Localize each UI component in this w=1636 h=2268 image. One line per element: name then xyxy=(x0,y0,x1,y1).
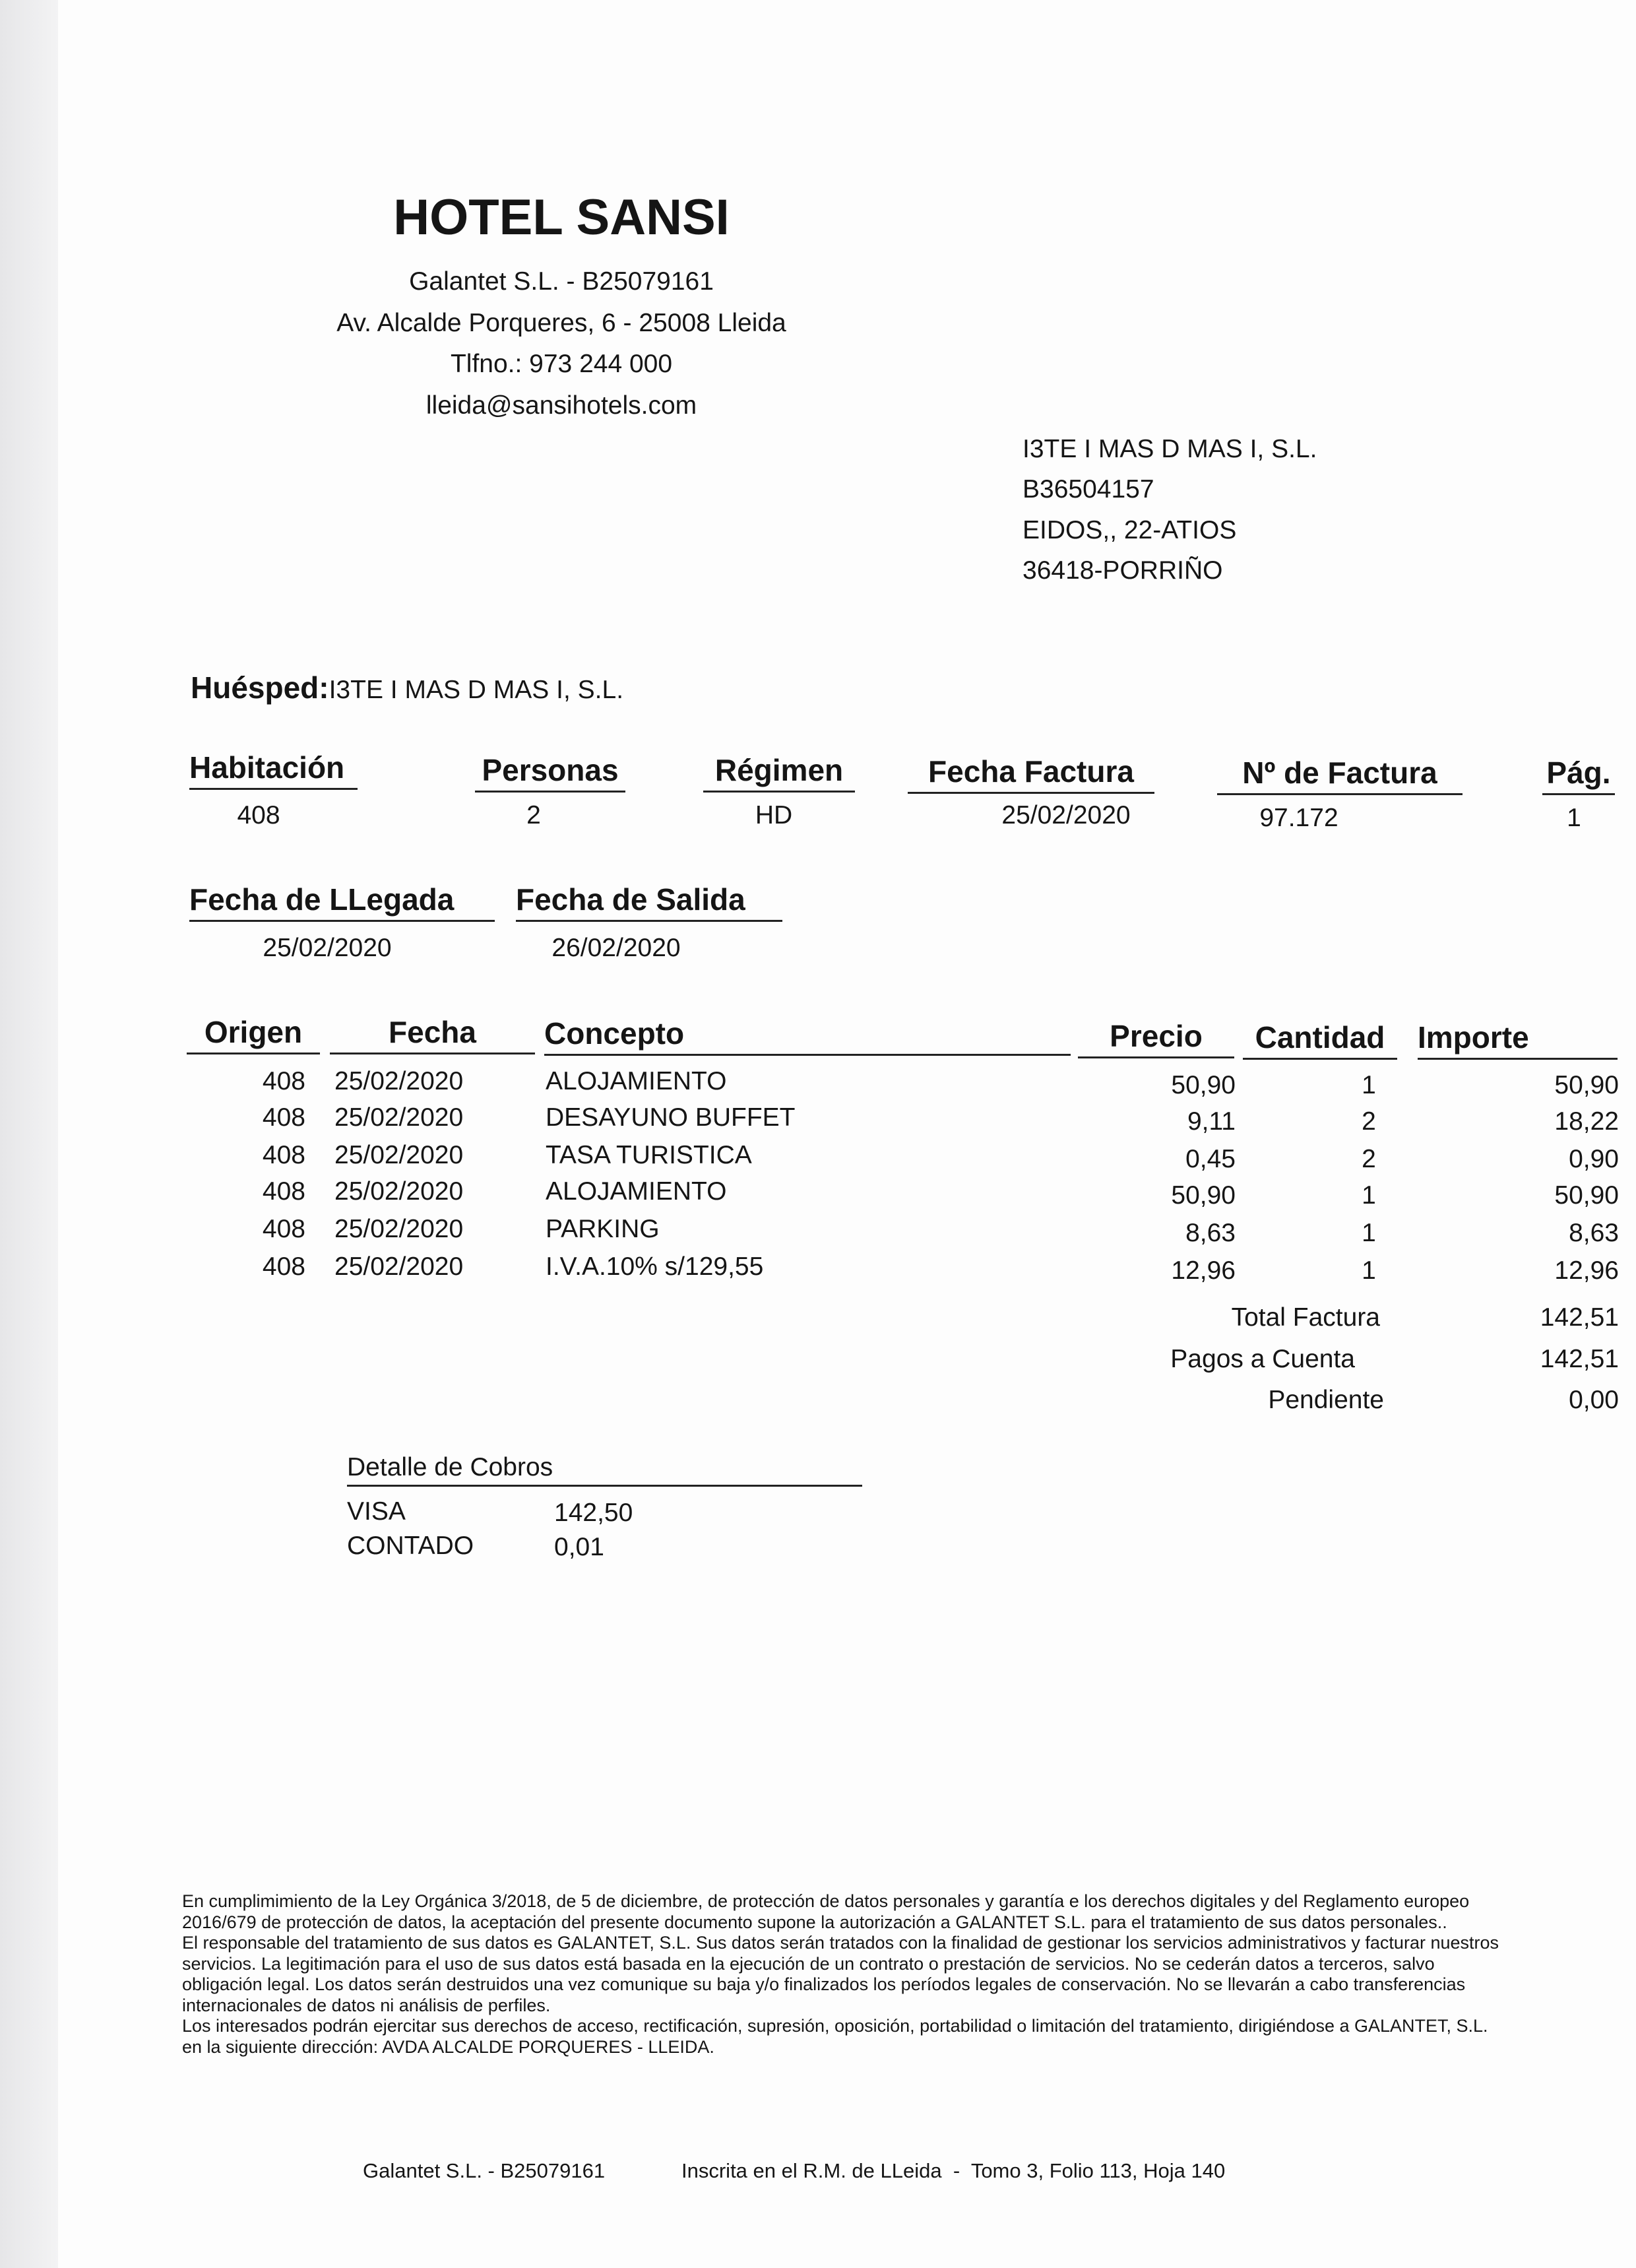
total-factura-value: 142,51 xyxy=(1540,1303,1619,1332)
guest-value: I3TE I MAS D MAS I, S.L. xyxy=(329,676,624,704)
client-tax-id: B36504157 xyxy=(1022,475,1154,503)
row-importe: 50,90 xyxy=(1554,1071,1619,1099)
num-factura-value: 97.172 xyxy=(1259,804,1338,832)
row-concepto: ALOJAMIENTO xyxy=(546,1067,727,1095)
row-origen: 408 xyxy=(262,1141,305,1169)
row-cantidad: 2 xyxy=(1362,1145,1376,1173)
col-concepto: Concepto xyxy=(544,1016,1071,1056)
col-origen: Origen xyxy=(187,1014,320,1054)
client-name: I3TE I MAS D MAS I, S.L. xyxy=(1022,435,1317,463)
cobro-amount: 0,01 xyxy=(554,1533,604,1561)
row-precio: 50,90 xyxy=(1171,1181,1236,1210)
cobro-method: CONTADO xyxy=(347,1532,474,1560)
row-fecha: 25/02/2020 xyxy=(334,1103,464,1132)
hotel-email: lleida@sansihotels.com xyxy=(425,391,697,420)
col-precio: Precio xyxy=(1078,1018,1234,1058)
row-importe: 18,22 xyxy=(1554,1107,1619,1136)
footer-registry: Inscrita en el R.M. de LLeida - Tomo 3, … xyxy=(681,2159,1226,2182)
row-cantidad: 2 xyxy=(1362,1107,1376,1136)
hotel-company: Galantet S.L. - B25079161 xyxy=(409,267,714,296)
hotel-name: HOTEL SANSI xyxy=(393,189,730,245)
footer-company: Galantet S.L. - B25079161 xyxy=(363,2159,606,2182)
row-fecha: 25/02/2020 xyxy=(334,1141,464,1169)
row-concepto: DESAYUNO BUFFET xyxy=(546,1103,796,1132)
col-cantidad: Cantidad xyxy=(1243,1020,1397,1060)
cobro-method: VISA xyxy=(347,1497,406,1526)
row-fecha: 25/02/2020 xyxy=(334,1067,464,1095)
row-cantidad: 1 xyxy=(1362,1256,1376,1285)
total-factura-label: Total Factura xyxy=(1231,1303,1380,1332)
personas-value: 2 xyxy=(526,801,541,829)
row-origen: 408 xyxy=(262,1252,305,1281)
row-importe: 50,90 xyxy=(1554,1181,1619,1210)
habitacion-value: 408 xyxy=(237,801,280,829)
pendiente-value: 0,00 xyxy=(1569,1386,1619,1414)
llegada-value: 25/02/2020 xyxy=(263,934,392,962)
row-precio: 12,96 xyxy=(1171,1256,1236,1285)
hotel-phone: Tlfno.: 973 244 000 xyxy=(450,350,673,378)
scan-edge xyxy=(0,0,58,2268)
col-fecha: Fecha xyxy=(330,1014,535,1054)
row-fecha: 25/02/2020 xyxy=(334,1252,464,1281)
habitacion-label: Habitación xyxy=(189,750,358,790)
client-city: 36418-PORRIÑO xyxy=(1022,556,1223,585)
guest-label: Huésped: xyxy=(191,670,329,705)
row-concepto: PARKING xyxy=(546,1215,660,1243)
llegada-label: Fecha de LLegada xyxy=(189,882,495,922)
fecha-factura-label: Fecha Factura xyxy=(908,754,1154,794)
client-street: EIDOS,, 22-ATIOS xyxy=(1022,516,1237,544)
row-cantidad: 1 xyxy=(1362,1219,1376,1247)
pagos-cuenta-value: 142,51 xyxy=(1540,1345,1619,1373)
row-fecha: 25/02/2020 xyxy=(334,1177,464,1206)
personas-label: Personas xyxy=(475,752,625,793)
col-importe: Importe xyxy=(1418,1020,1618,1060)
num-factura-label: Nº de Factura xyxy=(1217,755,1463,795)
pag-value: 1 xyxy=(1567,804,1581,832)
row-concepto: TASA TURISTICA xyxy=(546,1141,752,1169)
regimen-value: HD xyxy=(755,801,793,829)
cobros-title: Detalle de Cobros xyxy=(347,1453,862,1487)
cobro-amount: 142,50 xyxy=(554,1499,633,1527)
row-precio: 50,90 xyxy=(1171,1071,1236,1099)
hotel-address: Av. Alcalde Porqueres, 6 - 25008 Lleida xyxy=(336,309,786,337)
row-cantidad: 1 xyxy=(1362,1071,1376,1099)
row-concepto: I.V.A.10% s/129,55 xyxy=(546,1252,764,1281)
salida-label: Fecha de Salida xyxy=(516,882,782,922)
row-importe: 12,96 xyxy=(1554,1256,1619,1285)
row-fecha: 25/02/2020 xyxy=(334,1215,464,1243)
regimen-label: Régimen xyxy=(703,752,855,793)
row-precio: 0,45 xyxy=(1185,1145,1236,1173)
pag-label: Pág. xyxy=(1542,755,1615,795)
row-origen: 408 xyxy=(262,1067,305,1095)
pendiente-label: Pendiente xyxy=(1268,1386,1384,1414)
salida-value: 26/02/2020 xyxy=(551,934,681,962)
row-concepto: ALOJAMIENTO xyxy=(546,1177,727,1206)
guest-line: Huésped:I3TE I MAS D MAS I, S.L. xyxy=(191,670,623,705)
fecha-factura-value: 25/02/2020 xyxy=(1001,801,1131,829)
pagos-cuenta-label: Pagos a Cuenta xyxy=(1170,1345,1355,1373)
row-precio: 8,63 xyxy=(1185,1219,1236,1247)
row-origen: 408 xyxy=(262,1103,305,1132)
row-importe: 8,63 xyxy=(1569,1219,1619,1247)
row-origen: 408 xyxy=(262,1215,305,1243)
legal-notice: En cumplimimiento de la Ley Orgánica 3/2… xyxy=(182,1891,1499,2057)
row-precio: 9,11 xyxy=(1187,1107,1236,1136)
row-origen: 408 xyxy=(262,1177,305,1206)
row-cantidad: 1 xyxy=(1362,1181,1376,1210)
row-importe: 0,90 xyxy=(1569,1145,1619,1173)
